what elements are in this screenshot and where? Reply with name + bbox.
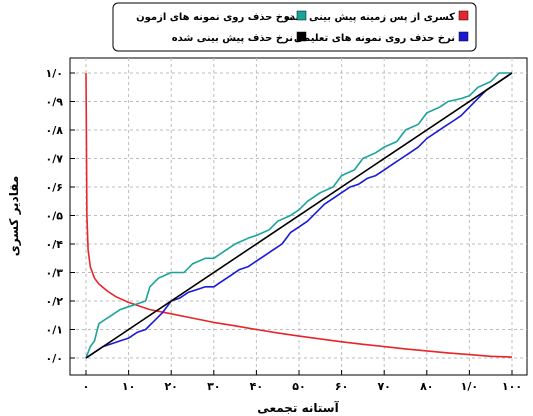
x-tick-label: ۷۰ [377,380,390,393]
series-line-1 [85,72,512,359]
x-tick-label: ۶۰ [335,380,348,393]
x-tick-label: ۵۰ [292,380,305,393]
y-tick-label: ۰/۱ [46,324,63,337]
y-tick-label: ۱/۰ [46,67,63,80]
x-tick-label: ۲۰ [164,380,177,393]
legend-label: کسری از پس زمینه پیش بینی شده [284,12,455,23]
legend-swatch [458,10,469,21]
y-tick-label: ۰/۰ [46,352,63,365]
series-line-0 [85,72,513,358]
legend-swatch [296,31,307,42]
y-tick-label: ۰/۶ [46,181,63,194]
legend-box [112,2,477,52]
x-tick-label: ۳۰ [207,380,220,393]
legend-label: نرخ حذف پیش بینی شده [172,33,293,44]
y-tick-label: ۰/۹ [46,96,64,109]
legend-label: نرخ حذف روی نمونه های تعلیمی [294,33,455,44]
y-tick-label: ۰/۴ [46,238,64,251]
x-tick-label: ۱/۰ [461,380,478,393]
legend-swatch [458,31,469,42]
y-tick-label: ۰/۲ [46,295,64,308]
x-tick-label: ۸۰ [420,380,433,393]
legend-label: نرخ حذف روی نمونه های ازمون [136,12,293,23]
x-tick-label: ۰ [83,380,90,393]
legend-swatch [296,10,307,21]
y-tick-label: ۰/۸ [46,124,64,137]
series-group [85,72,513,359]
x-tick-label: ۱۰ [122,380,135,393]
series-line-2 [85,72,513,359]
ticks: ۰ ۱۰ ۲۰ ۳۰ ۴۰ ۵۰ ۶۰ ۷۰ ۸۰ ۱/۰ ۱۰۰ ۰/۰ ۰/۱ ۰/۲ ۰/۳ ۰/۴ ۰/… [46,67,523,393]
y-tick-label: ۰/۳ [46,267,64,280]
y-axis-label: مقادیر کسری [7,176,21,257]
x-tick-label: ۱۰۰ [502,380,522,393]
x-axis-label: آستانه تجمعی [257,400,339,415]
series-line-3 [85,72,513,359]
y-tick-label: ۰/۵ [46,210,64,223]
x-tick-label: ۴۰ [250,380,263,393]
y-tick-label: ۰/۷ [46,153,64,166]
